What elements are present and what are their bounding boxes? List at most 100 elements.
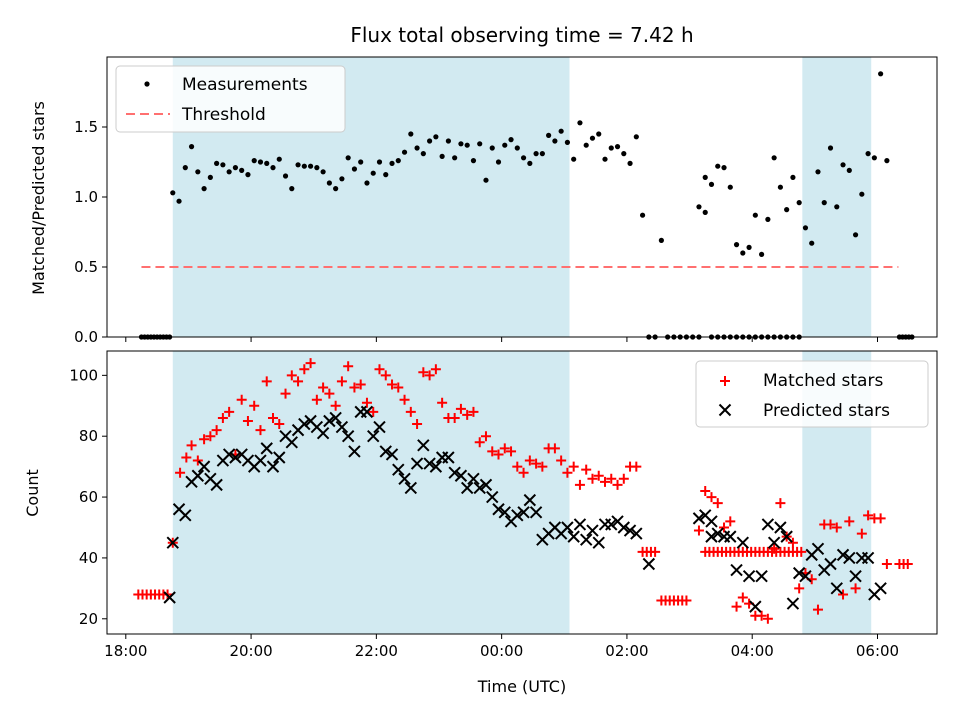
measurement-point — [232, 165, 239, 171]
measurement-point — [802, 225, 809, 231]
matched-star-point — [600, 476, 610, 487]
matched-star-point — [725, 516, 736, 527]
measurement-point — [389, 160, 395, 166]
measurement-point — [339, 176, 345, 182]
matched-star-point — [192, 455, 203, 466]
measurement-point — [796, 334, 802, 340]
measurement-point — [765, 334, 771, 340]
measurement-point — [665, 334, 671, 340]
measurement-point — [314, 165, 320, 171]
measurement-point — [464, 142, 470, 148]
predicted-star-point — [222, 448, 236, 461]
measurement-point — [452, 155, 458, 161]
measurement-point — [558, 128, 564, 134]
measurement-point — [884, 158, 890, 164]
measurement-point — [733, 242, 740, 248]
measurement-point — [564, 139, 571, 145]
measurement-point — [708, 334, 715, 340]
predicted-star-point — [404, 481, 418, 495]
measurement-point — [251, 158, 257, 164]
predicted-star-point — [210, 478, 223, 492]
legend-marker-predicted — [718, 403, 732, 417]
matched-star-point — [556, 455, 567, 466]
legend-label-threshold: Threshold — [181, 105, 266, 125]
x-tick-label: 20:00 — [229, 642, 272, 660]
predicted-star-point — [442, 451, 455, 464]
bottom-y-axis-label: Count — [23, 469, 42, 517]
matched-star-point — [387, 379, 398, 390]
predicted-star-point — [479, 478, 493, 492]
matched-star-point — [280, 388, 291, 399]
predicted-star-point — [329, 411, 342, 425]
top-y-axis-label: Matched/Predicted stars — [29, 101, 48, 295]
matched-star-point — [831, 522, 842, 533]
measurement-point — [727, 184, 733, 190]
predicted-star-point — [792, 566, 806, 580]
predicted-star-point — [448, 466, 461, 479]
measurement-point — [427, 138, 433, 144]
predicted-star-point — [511, 509, 524, 522]
matched-star-point — [581, 464, 592, 475]
matched-star-point — [487, 446, 498, 457]
matched-star-point — [199, 434, 210, 445]
measurement-point — [702, 174, 708, 180]
measurement-point — [777, 184, 783, 190]
legend-label-predicted: Predicted stars — [763, 401, 890, 421]
predicted-star-point — [711, 527, 724, 540]
matched-star-point — [374, 364, 385, 375]
predicted-star-point — [755, 569, 768, 583]
matched-star-point — [587, 473, 598, 484]
y-tick-label: 0.0 — [74, 328, 98, 346]
measurement-point — [790, 334, 796, 340]
predicted-star-point — [473, 481, 486, 495]
matched-star-point — [249, 400, 260, 411]
measurement-point — [167, 334, 173, 340]
measurement-point — [201, 186, 207, 192]
measurement-point — [289, 186, 295, 192]
measurement-point — [220, 162, 226, 168]
measurement-point — [483, 177, 489, 183]
matched-star-point — [506, 446, 517, 457]
matched-star-point — [455, 403, 466, 414]
y-tick-label: 20 — [79, 610, 98, 628]
matched-star-point — [775, 498, 786, 509]
matched-star-point — [236, 394, 247, 405]
measurement-point — [671, 334, 677, 340]
measurement-point — [477, 141, 483, 147]
matched-star-point — [706, 492, 717, 503]
measurement-point — [840, 162, 846, 168]
measurement-point — [784, 207, 790, 213]
measurement-point — [414, 145, 420, 151]
measurement-point — [376, 159, 383, 165]
predicted-star-point — [254, 454, 267, 467]
matched-star-point — [493, 449, 504, 460]
chart-title: Flux total observing time = 7.42 h — [350, 23, 693, 47]
bottom-panel: 20 40 60 80 100 18:00 20:00 22:00 00:00 02:00 04:0… — [69, 350, 938, 660]
matched-star-point — [856, 528, 867, 539]
measurement-point — [276, 156, 282, 162]
matched-star-point — [349, 382, 360, 393]
measurement-point — [771, 334, 777, 340]
measurement-point — [683, 334, 690, 340]
predicted-star-point — [373, 420, 386, 434]
predicted-star-point — [517, 506, 530, 519]
matched-star-point — [731, 601, 742, 612]
predicted-star-point — [799, 569, 812, 583]
measurement-point — [608, 145, 614, 151]
measurement-point — [207, 174, 213, 180]
predicted-star-point — [592, 536, 605, 549]
measurement-point — [546, 132, 552, 138]
x-tick-label: 02:00 — [605, 642, 648, 660]
measurement-point — [358, 159, 364, 165]
matched-star-point — [499, 443, 510, 454]
matched-star-point — [336, 376, 347, 387]
matched-star-point — [468, 406, 479, 417]
top-legend: Measurements Threshold — [115, 65, 346, 133]
matched-star-point — [524, 455, 535, 466]
matched-star-point — [330, 400, 341, 411]
measurement-point — [520, 155, 527, 161]
predicted-star-point — [874, 582, 887, 595]
matched-star-point — [794, 583, 805, 594]
measurement-point — [395, 158, 401, 164]
x-axis-label: Time (UTC) — [477, 677, 566, 696]
